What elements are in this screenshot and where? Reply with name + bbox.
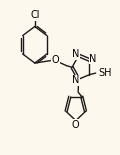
Text: N: N bbox=[72, 49, 79, 59]
Text: Cl: Cl bbox=[30, 10, 40, 20]
Text: SH: SH bbox=[99, 68, 112, 78]
Text: N: N bbox=[72, 75, 79, 85]
Text: O: O bbox=[72, 120, 80, 130]
Text: N: N bbox=[89, 54, 96, 64]
Text: O: O bbox=[51, 55, 59, 65]
